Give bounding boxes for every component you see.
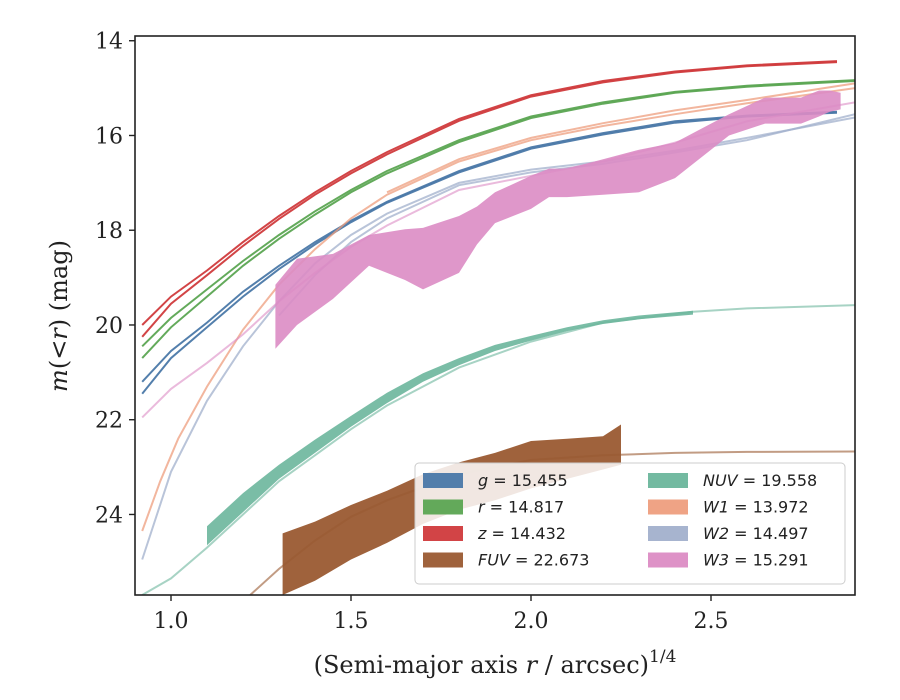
y-tick-label: 14 [95,30,123,55]
series-w3-band [275,90,841,349]
y-tick-label: 18 [95,219,123,244]
series-r-line-2 [141,80,855,359]
legend-swatch-nuv [648,473,688,488]
series-nuv-line [141,304,855,595]
y-tick-label: 22 [95,409,123,434]
series-z-line-1 [141,60,838,326]
plot-frame [134,35,856,596]
legend-swatch-w1 [648,499,688,515]
y-tick-label: 16 [95,124,123,149]
legend-swatch-w2 [648,526,688,541]
legend-label-w1: W1 = 13.972 [703,498,809,517]
x-tick-label: 2.0 [514,609,549,634]
x-tick-label: 1.5 [334,609,369,634]
series-g-line-1 [141,110,838,383]
legend-label-r: r = 14.817 [478,498,564,517]
y-tick-label: 20 [95,314,123,339]
series-w3-line [141,101,855,419]
x-tick-label: 2.5 [694,609,729,634]
series-w1-line-2 [386,82,855,194]
legend-swatch-fuv [423,552,463,568]
legend: g = 15.455 r = 14.817 z = 14.432 FUV = 22.6… [414,462,846,585]
legend-swatch-z [423,526,463,541]
legend-swatch-r [423,499,463,515]
y-axis-title: m(<r) (mag) [45,240,73,392]
x-tick-label: 1.0 [154,609,189,634]
tick-layer: 1.0 1.5 2.0 2.5 14 16 18 20 22 24 [95,30,729,634]
x-axis-title: (Semi-major axis r / arcsec)1/4 [314,647,677,679]
legend-box [414,462,846,585]
series-w1-line-1 [141,87,855,532]
y-tick-label: 24 [95,503,123,528]
legend-swatch-g [423,473,463,488]
legend-label-nuv: NUV = 19.558 [703,471,817,490]
legend-label-fuv: FUV = 22.673 [478,551,589,570]
series-g-line-2 [141,111,838,395]
legend-label-g: g = 15.455 [478,471,568,490]
series-z-line-2 [141,61,838,338]
legend-label-z: z = 14.432 [477,524,566,543]
legend-label-w3: W3 = 15.291 [703,551,809,570]
legend-swatch-w3 [648,552,688,568]
legend-label-w2: W2 = 14.497 [703,524,809,543]
